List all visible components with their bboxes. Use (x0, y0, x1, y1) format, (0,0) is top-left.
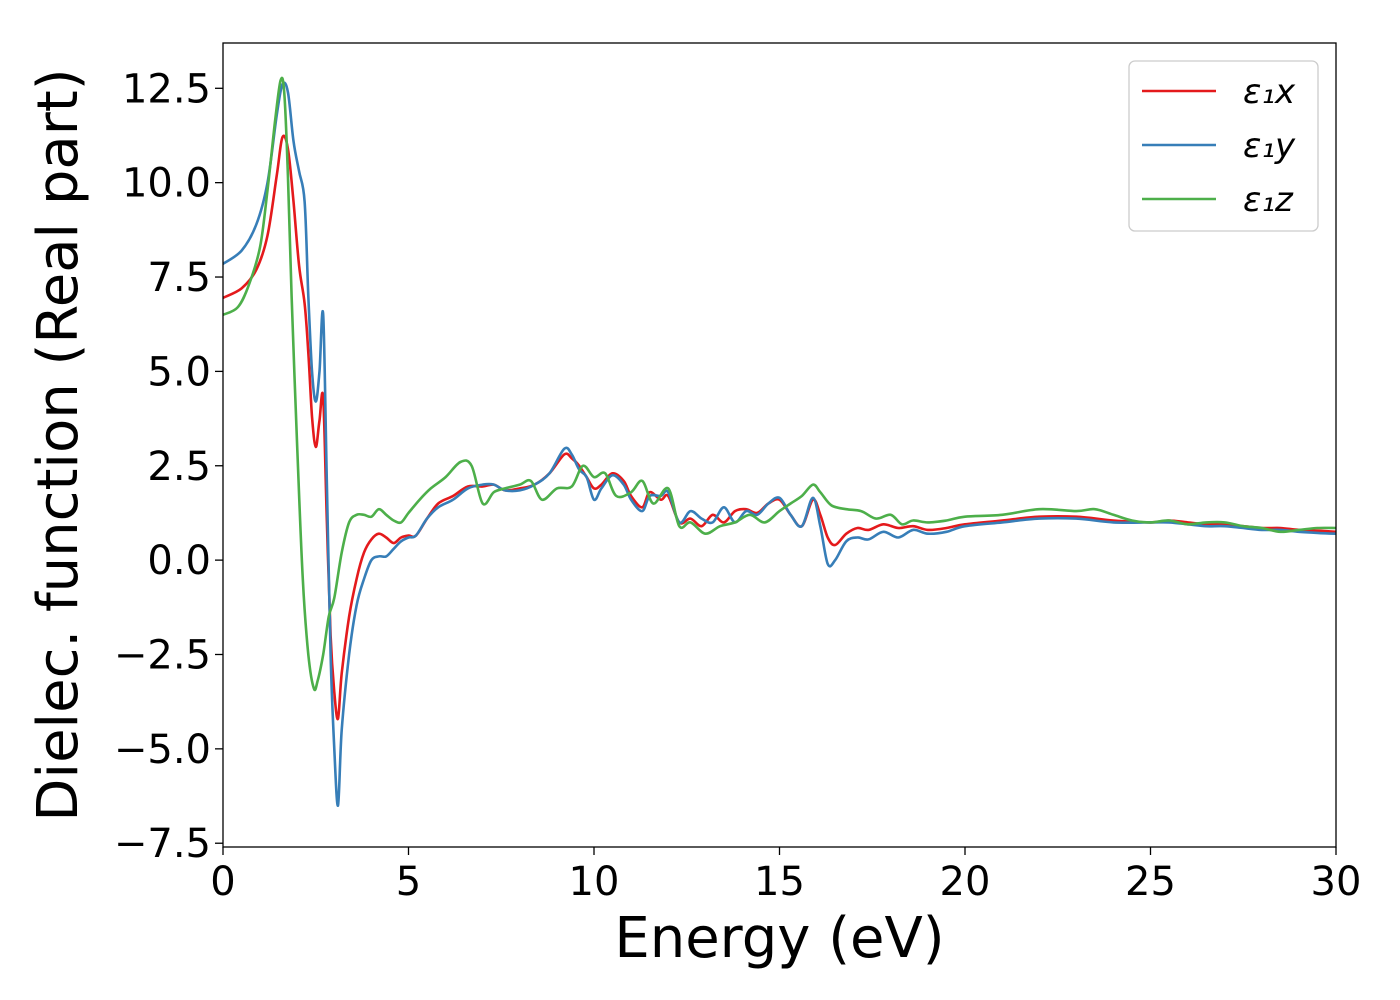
y-tick-label: −2.5 (114, 632, 211, 678)
x-tick-label: 5 (396, 859, 421, 905)
y-tick-label: 7.5 (147, 255, 211, 301)
y-tick-label: 10.0 (122, 161, 211, 207)
y-axis-label: Dielec. function (Real part) (26, 68, 91, 821)
legend-box (1128, 60, 1319, 232)
y-tick-label: −7.5 (114, 821, 211, 867)
x-axis-ticks: 0 5 10 15 20 25 30 (210, 847, 1361, 905)
legend-label-2: ε₁y (1243, 126, 1296, 166)
x-tick-label: 25 (1125, 859, 1176, 905)
y-tick-label: 2.5 (147, 444, 211, 490)
y-tick-label: 0.0 (147, 538, 211, 584)
series-line-3 (223, 76, 1336, 692)
series-line-2 (223, 81, 1336, 807)
x-tick-label: 15 (754, 859, 805, 905)
y-tick-label: 5.0 (147, 349, 211, 395)
x-tick-label: 10 (569, 859, 620, 905)
x-tick-label: 30 (1311, 859, 1362, 905)
legend-label-1: ε₁x (1243, 72, 1296, 112)
series-layer (223, 76, 1336, 807)
y-tick-label: −5.0 (114, 727, 211, 773)
x-tick-label: 0 (210, 859, 235, 905)
x-axis-label: Energy (eV) (614, 906, 944, 971)
legend: ε₁x ε₁y ε₁z (1128, 60, 1319, 232)
y-axis-ticks: −7.5 −5.0 −2.5 0.0 2.5 5.0 7.5 10.0 12.5 (114, 66, 223, 867)
y-tick-label: 12.5 (122, 66, 211, 112)
x-tick-label: 20 (940, 859, 991, 905)
legend-label-3: ε₁z (1243, 180, 1294, 220)
